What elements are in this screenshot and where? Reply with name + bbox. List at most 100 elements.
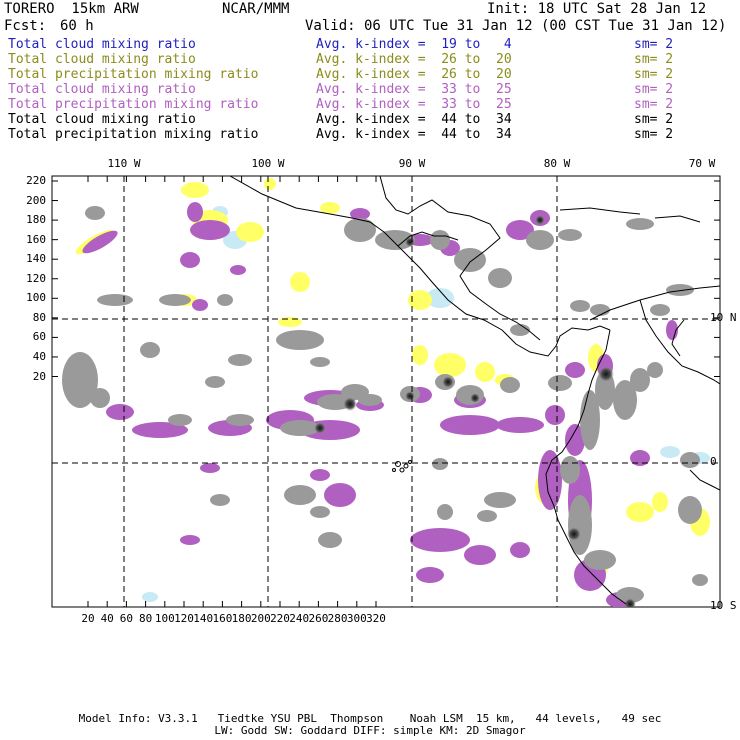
cloud-blob [488, 268, 512, 288]
cloud-blob [226, 414, 254, 426]
cloud-blob [410, 528, 470, 552]
y-tick-label: 200 [26, 193, 46, 207]
cloud-blob [324, 483, 356, 507]
cloud-blob [62, 352, 98, 408]
cloud-blob [140, 342, 160, 358]
cloud-blob [584, 550, 616, 570]
cloud-blob [548, 375, 572, 391]
cloud-blob [430, 230, 450, 250]
cloud-blob [344, 218, 376, 242]
cloud-blob [613, 380, 637, 420]
x-tick-label: 220 [270, 612, 290, 625]
model-info-line: Model Info: V3.3.1 Tiedtke YSU PBL Thomp… [78, 712, 662, 725]
cloud-blob [228, 354, 252, 366]
y-tick-label: 180 [26, 213, 46, 227]
dark-cloud-core [598, 366, 614, 382]
coastlines [229, 176, 720, 605]
cloud-blob [496, 417, 544, 433]
legend-kindex-range: Avg. k-index = 44 to 34 [316, 112, 512, 127]
cloud-blob [510, 324, 530, 336]
legend-smoothing: sm= 2 [634, 82, 674, 97]
y-tick-label: 20 [32, 369, 46, 383]
cloud-blob [432, 458, 448, 470]
cloud-blob [545, 405, 565, 425]
cloud-blob [310, 357, 330, 367]
x-tick-label: 320 [366, 612, 386, 625]
legend-field-name: Total precipitation mixing ratio [8, 127, 259, 142]
cloud-blob [280, 420, 320, 436]
legend-smoothing: sm= 2 [634, 127, 674, 142]
physics-info-line: LW: Godd SW: Goddard DIFF: simple KM: 2D… [214, 724, 526, 737]
cloud-blob [660, 446, 680, 458]
y-tick-label: 40 [32, 349, 46, 363]
x-tick-label: 100 [154, 612, 175, 625]
cloud-blob [680, 452, 700, 468]
x-tick-label: 300 [346, 612, 367, 625]
y-tick-label: 80 [32, 310, 46, 324]
x-tick-label: 20 [81, 612, 95, 625]
cloud-blob [375, 230, 415, 250]
cloud-blob [568, 495, 592, 555]
right-latitude-label: 10 S [710, 599, 737, 612]
legend-smoothing: sm= 2 [634, 37, 674, 52]
legend-field-name: Total cloud mixing ratio [8, 82, 196, 97]
top-longitude-label: 70 W [688, 157, 716, 170]
forecast-hour: 60 h [60, 18, 94, 34]
cloud-blob [538, 450, 562, 510]
cloud-blob [159, 294, 191, 306]
x-tick-label: 40 [100, 612, 114, 625]
cloud-blob [647, 362, 663, 378]
cloud-blob [666, 284, 694, 296]
top-longitude-label: 90 W [398, 157, 426, 170]
cloud-blob [142, 592, 158, 602]
top-longitude-label: 110 W [107, 157, 141, 170]
cloud-blob [565, 362, 585, 378]
cloud-blob [626, 502, 654, 522]
top-longitude-label: 100 W [251, 157, 285, 170]
cloud-blob [652, 492, 668, 512]
cloud-blob [205, 376, 225, 388]
cloud-blob [426, 288, 454, 308]
cloud-blob [616, 587, 644, 603]
cloud-blob [217, 294, 233, 306]
dark-cloud-core [405, 391, 415, 401]
legend-smoothing: sm= 2 [634, 112, 674, 127]
dark-cloud-core [314, 422, 326, 434]
cloud-blob [510, 542, 530, 558]
legend-kindex-range: Avg. k-index = 44 to 34 [316, 127, 512, 142]
cloud-blob [590, 304, 610, 316]
cloud-blob [440, 415, 500, 435]
x-tick-label: 140 [193, 612, 214, 625]
y-tick-label: 220 [26, 174, 46, 187]
cloud-blob [284, 485, 316, 505]
cloud-blob [106, 404, 134, 420]
cloud-blob [558, 229, 582, 241]
cloud-blob [434, 353, 466, 377]
cloud-blob [437, 504, 453, 520]
y-tick-label: 160 [26, 232, 46, 246]
legend-kindex-range: Avg. k-index = 26 to 20 [316, 52, 512, 67]
cloud-blob [90, 388, 110, 408]
cloud-blob [630, 450, 650, 466]
cloud-blob [475, 362, 495, 382]
cloud-blob [464, 545, 496, 565]
cloud-blob [264, 178, 276, 190]
cloud-blob [85, 206, 105, 220]
forecast-label: Fcst: [4, 18, 47, 34]
cloud-blob [236, 222, 264, 242]
y-tick-label: 100 [26, 291, 46, 305]
model-title: TORERO 15km ARW [4, 1, 139, 17]
cloud-blob [560, 456, 580, 484]
legend-kindex-range: Avg. k-index = 33 to 25 [316, 97, 512, 112]
cloud-blob [526, 230, 554, 250]
cloud-blob [320, 202, 340, 214]
lat-lon-grid [52, 176, 720, 607]
x-tick-label: 60 [119, 612, 134, 625]
legend-kindex-range: Avg. k-index = 33 to 25 [316, 82, 512, 97]
init-time: Init: 18 UTC Sat 28 Jan 12 [487, 1, 707, 17]
organization-label: NCAR/MMM [222, 1, 290, 17]
y-tick-label: 140 [26, 252, 46, 266]
cloud-blob [200, 463, 220, 473]
cloud-blob [626, 218, 654, 230]
